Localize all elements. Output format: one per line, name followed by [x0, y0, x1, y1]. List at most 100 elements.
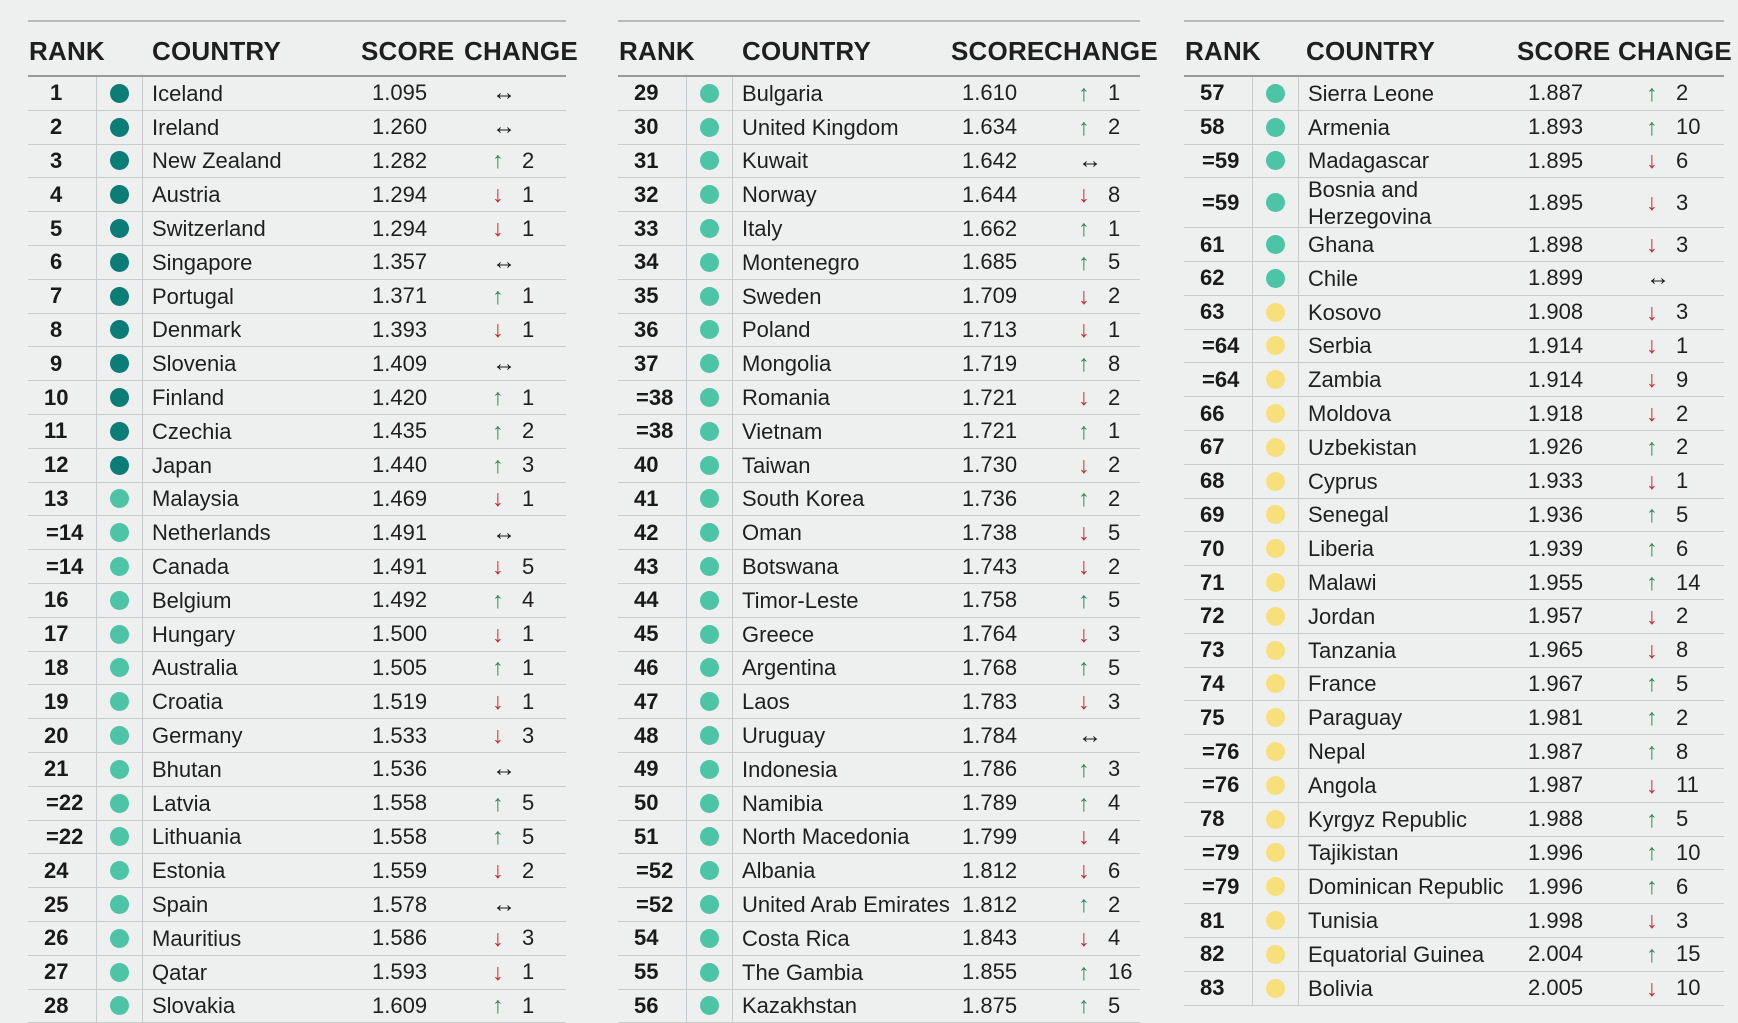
score-cell: 1.282: [372, 145, 427, 178]
change-value: 3: [1108, 621, 1121, 647]
score-value: 1.758: [962, 587, 1018, 613]
change-value: 3: [522, 722, 535, 748]
peace-level-dot: [699, 455, 719, 475]
arrow-up-icon: ↑: [1646, 805, 1658, 832]
score-cell: 1.558: [372, 821, 427, 854]
rank-cell: 36: [618, 313, 687, 347]
peace-level-cell: [1252, 701, 1299, 735]
country-name: Sierra Leone: [1308, 80, 1434, 106]
table-row: 18 Australia 1.505 ↑ 1: [28, 651, 566, 686]
arrow-up-icon: ↑: [492, 147, 504, 174]
rank-cell: =59: [1184, 144, 1253, 178]
change-value: 8: [1676, 637, 1689, 663]
country-cell: United Kingdom: [742, 111, 899, 144]
score-value: 1.768: [962, 654, 1018, 680]
peace-level-cell: [96, 347, 143, 381]
peace-level-dot: [699, 83, 719, 103]
peace-level-dot: [1265, 674, 1285, 694]
country-cell: Lithuania: [152, 821, 241, 854]
country-cell: Kazakhstan: [742, 990, 857, 1023]
change-cell: ↑ 1: [492, 990, 534, 1023]
score-value: 1.875: [962, 992, 1018, 1018]
peace-level-cell: [686, 854, 733, 888]
change-cell: ↑ 2: [1078, 888, 1120, 921]
country-name: Taiwan: [742, 452, 811, 478]
rank-cell: 1: [28, 77, 97, 110]
peace-level-cell: [96, 516, 143, 550]
score-value: 1.685: [962, 249, 1018, 275]
country-name: France: [1308, 671, 1377, 697]
rank-value: 63: [1200, 299, 1225, 325]
rank-cell: 58: [1184, 110, 1253, 144]
change-cell: ↑ 2: [1646, 77, 1688, 110]
table-row: 41 South Korea 1.736 ↑ 2: [618, 482, 1140, 517]
change-value: 2: [1108, 114, 1121, 140]
change-value: 4: [1108, 925, 1121, 951]
country-name: Kuwait: [742, 148, 809, 174]
rank-value: =14: [46, 553, 84, 579]
score-value: 1.409: [372, 350, 428, 376]
score-value: 1.789: [962, 790, 1018, 816]
arrow-down-icon: ↓: [1078, 181, 1090, 208]
score-cell: 1.743: [962, 550, 1017, 583]
change-cell: ↔: [492, 347, 522, 380]
rank-cell: 11: [28, 414, 97, 448]
peace-level-dot: [699, 861, 719, 881]
rank-cell: 25: [28, 888, 97, 921]
peace-level-dot: [699, 219, 719, 239]
table-row: =76 Angola 1.987 ↓ 11: [1184, 768, 1724, 803]
change-value: 6: [1676, 535, 1689, 561]
country-cell: Poland: [742, 314, 811, 347]
score-cell: 1.371: [372, 280, 427, 313]
peace-level-cell: [686, 313, 733, 347]
arrow-up-icon: ↑: [492, 282, 504, 309]
change-value: 2: [1676, 434, 1689, 460]
change-cell: ↑ 2: [1078, 483, 1120, 516]
country-cell: Mongolia: [742, 347, 831, 380]
country-cell: Armenia: [1308, 111, 1390, 144]
score-value: 1.491: [372, 519, 428, 545]
country-cell: Ireland: [152, 111, 219, 144]
rank-cell: =76: [1184, 735, 1253, 768]
country-cell: Dominican Republic: [1308, 870, 1504, 903]
country-name: Netherlands: [152, 520, 271, 546]
table-row: 28 Slovakia 1.609 ↑ 1: [28, 989, 566, 1023]
country-name: Canada: [152, 554, 230, 580]
peace-level-dot: [1265, 336, 1285, 356]
score-value: 1.895: [1528, 189, 1584, 215]
score-cell: 1.875: [962, 990, 1017, 1023]
country-name: Kyrgyz Republic: [1308, 806, 1467, 832]
country-cell: Malawi: [1308, 566, 1376, 599]
change-value: 1: [522, 316, 535, 342]
peace-level-cell: [1252, 178, 1299, 228]
peace-level-dot: [109, 624, 129, 644]
change-value: 2: [1676, 704, 1689, 730]
score-cell: 1.491: [372, 516, 427, 549]
peace-level-cell: [1252, 532, 1299, 566]
rank-value: 30: [634, 114, 659, 140]
score-value: 1.500: [372, 621, 428, 647]
peace-level-dot: [1265, 775, 1285, 795]
rank-value: 69: [1200, 501, 1225, 527]
arrow-down-icon: ↓: [492, 688, 504, 715]
change-cell: ↓ 2: [1078, 280, 1120, 313]
table-row: 9 Slovenia 1.409 ↔: [28, 347, 566, 382]
table-row: 8 Denmark 1.393 ↓ 1: [28, 313, 566, 348]
table-row: 34 Montenegro 1.685 ↑ 5: [618, 245, 1140, 280]
peace-level-dot: [1265, 843, 1285, 863]
change-value: 2: [1676, 603, 1689, 629]
change-value: 1: [522, 621, 535, 647]
peace-level-cell: [96, 550, 143, 583]
change-cell: ↑ 5: [1078, 246, 1120, 279]
rank-value: 8: [50, 316, 63, 342]
score-value: 1.644: [962, 181, 1018, 207]
arrow-down-icon: ↓: [492, 215, 504, 242]
change-cell: ↓ 1: [492, 618, 534, 651]
peace-level-dot: [109, 996, 129, 1016]
table-row: 5 Switzerland 1.294 ↓ 1: [28, 212, 566, 246]
arrow-down-icon: ↓: [1646, 467, 1658, 494]
peace-level-cell: [686, 212, 733, 245]
country-name: Malawi: [1308, 570, 1377, 596]
change-cell: ↑ 4: [492, 584, 534, 617]
country-cell: Montenegro: [742, 246, 859, 279]
